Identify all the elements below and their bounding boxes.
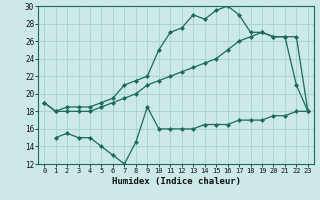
X-axis label: Humidex (Indice chaleur): Humidex (Indice chaleur) — [111, 177, 241, 186]
